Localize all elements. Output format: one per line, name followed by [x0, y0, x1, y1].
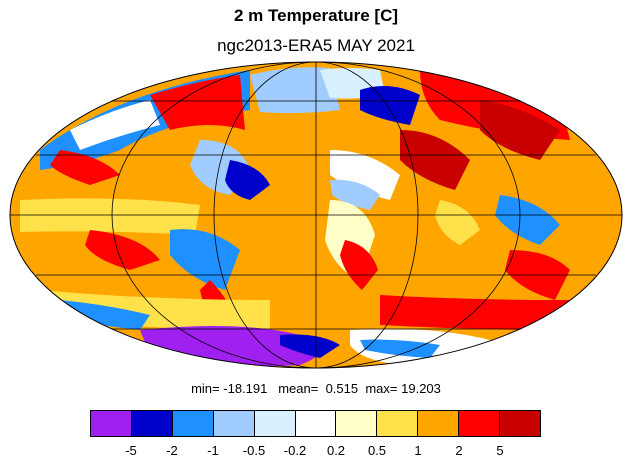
world-temperature-map: [9, 61, 623, 369]
colorbar-segment: [254, 411, 296, 436]
map-title: 2 m Temperature [C]: [233, 6, 399, 25]
sahara-neutral-region: [330, 150, 400, 200]
middle-east-hot-anomaly: [400, 130, 470, 190]
map-subtitle: ngc2013-ERA5 MAY 2021: [217, 36, 415, 55]
europe-cold-anomaly: [360, 86, 420, 125]
equatorial-pacific-mild-anomaly: [20, 198, 200, 235]
colorbar-segment: [172, 411, 214, 436]
maritime-continent-cool-anomaly: [495, 195, 560, 245]
colorbar-segment: [131, 411, 173, 436]
colorbar-tick-label: -0.5: [242, 443, 266, 458]
east-asia-hot-anomaly: [480, 100, 560, 160]
colorbar-segment: [295, 411, 337, 436]
southern-pacific-cold-band: [60, 300, 150, 330]
colorbar-tick-label: -1: [207, 443, 219, 458]
max-value: 19.203: [401, 381, 441, 396]
min-label: min=: [191, 381, 220, 396]
south-pacific-warm-anomaly: [85, 230, 160, 270]
max-label: max=: [365, 381, 398, 396]
colorbar-segment: [336, 411, 378, 436]
colorbar-tick-label: -5: [125, 443, 137, 458]
east-antarctica-cool-anomaly: [360, 339, 440, 358]
map-outline: [9, 61, 623, 369]
north-africa-cool-anomaly: [330, 179, 380, 210]
north-pacific-warm-anomaly: [50, 150, 120, 185]
canada-warm-anomaly: [150, 75, 245, 130]
colorbar-segment: [459, 411, 501, 436]
colorbar-segment: [213, 411, 255, 436]
colorbar-tick-label: -0.2: [283, 443, 307, 458]
min-value: -18.191: [223, 381, 268, 396]
colorbar: [90, 410, 541, 437]
greenland-cool-anomaly: [250, 67, 340, 114]
indian-ocean-mild-anomaly: [435, 200, 480, 245]
colorbar-tick-label: 0.2: [326, 443, 346, 458]
colorbar-tick-label: 1: [414, 443, 422, 458]
colorbar-segment: [418, 411, 460, 436]
colorbar-tick-label: 5: [496, 443, 504, 458]
colorbar-segment: [500, 411, 540, 436]
southern-africa-warm-anomaly: [340, 240, 378, 290]
mean-label: mean=: [278, 381, 319, 396]
antarctic-peninsula-cold-anomaly: [280, 334, 340, 358]
alaska-neutral-region: [70, 100, 160, 150]
colorbar-segment: [91, 411, 132, 436]
mean-value: 0.515: [325, 381, 359, 396]
southern-indian-warm-band: [380, 295, 570, 330]
colorbar-segment: [377, 411, 419, 436]
us-east-cold-anomaly: [225, 160, 270, 200]
stats-line: min= -18.191 mean= 0.515 max= 19.203: [0, 381, 632, 396]
colorbar-tick-label: -2: [166, 443, 178, 458]
colorbar-tick-label: 0.5: [367, 443, 387, 458]
colorbar-tick-labels: -5 -2 -1 -0.5 -0.2 0.2 0.5 1 2 5: [90, 443, 541, 461]
colorbar-tick-label: 2: [455, 443, 463, 458]
